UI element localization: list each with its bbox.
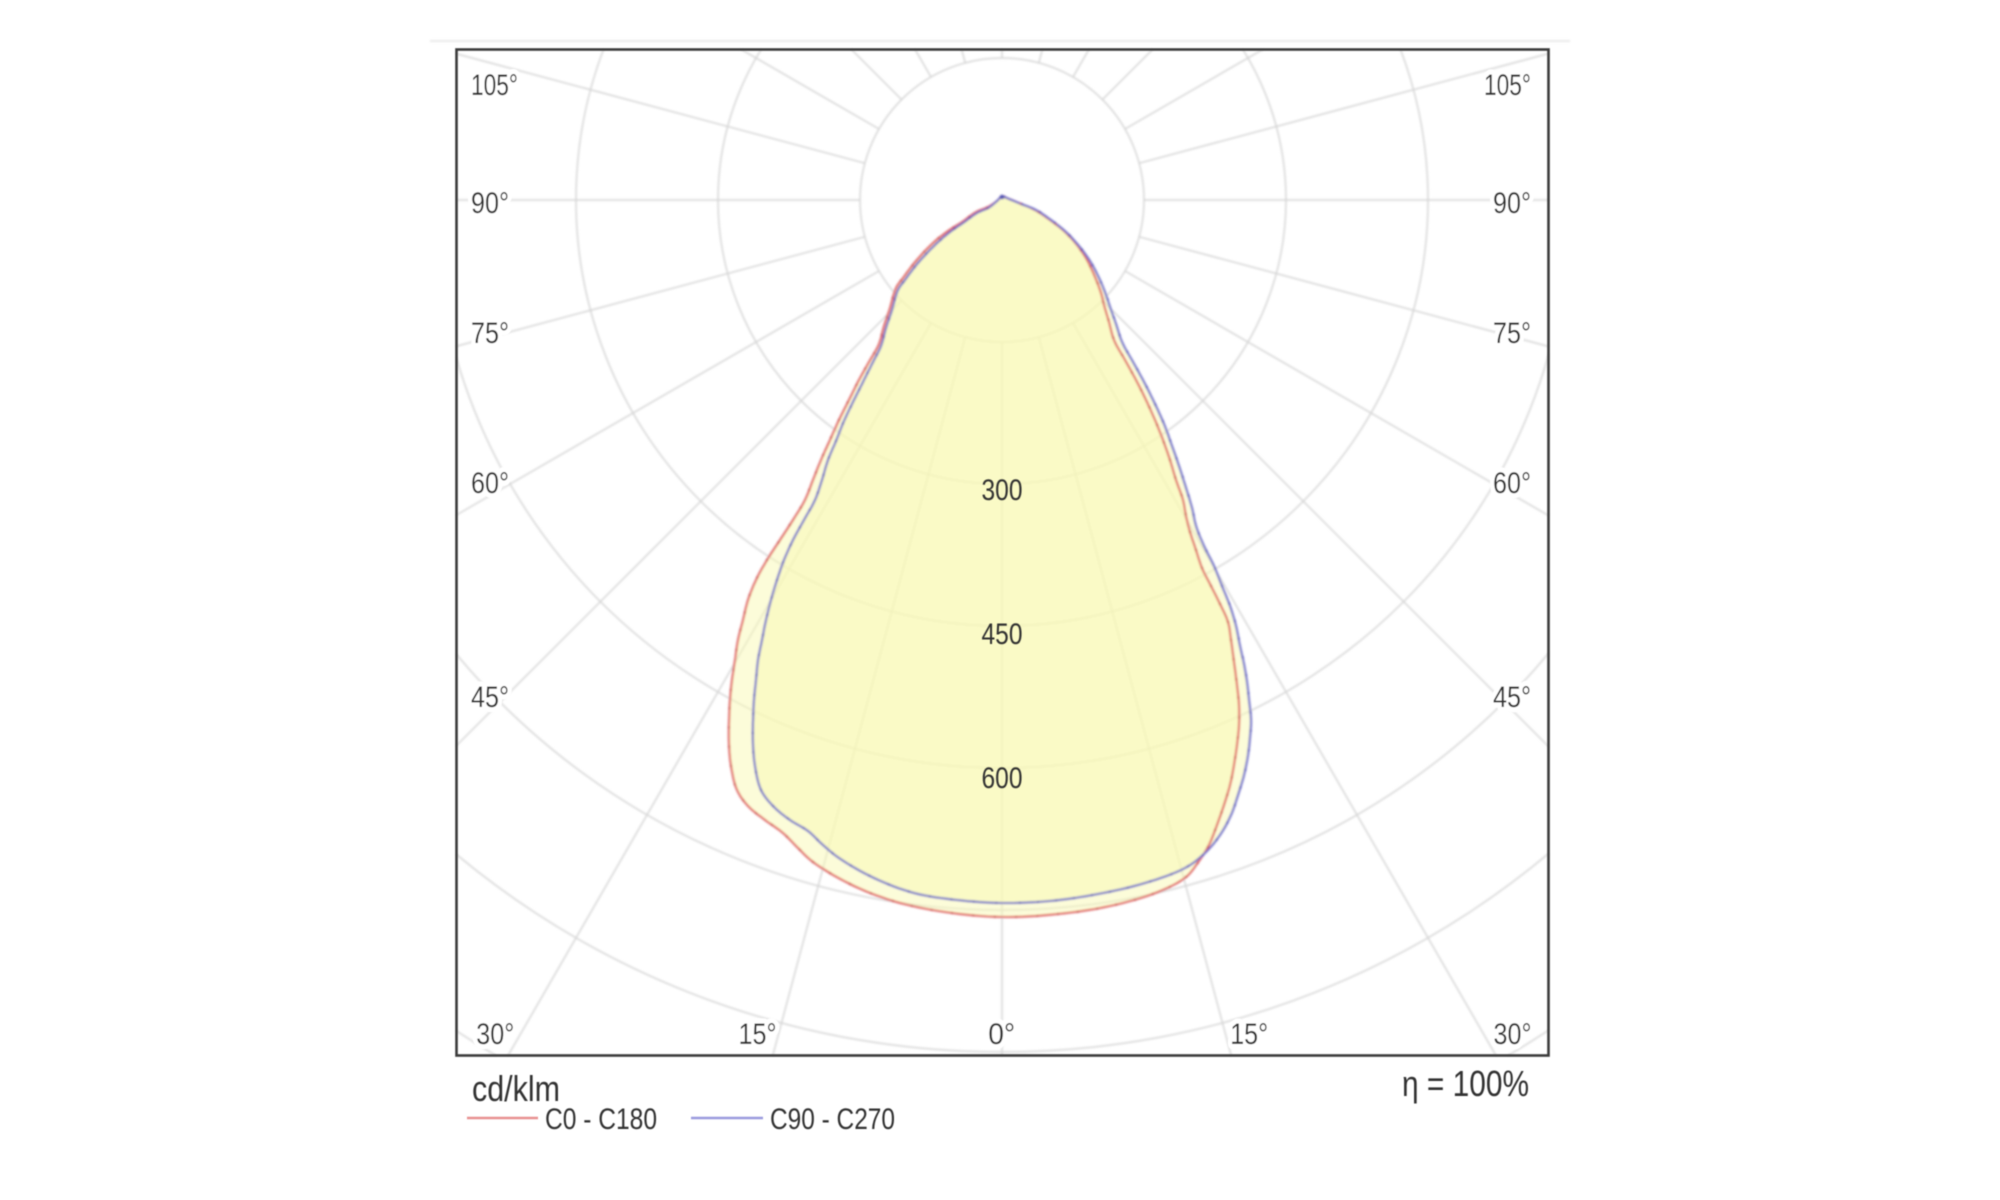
svg-text:60°: 60° (471, 467, 509, 500)
svg-text:105°: 105° (471, 69, 518, 102)
svg-text:90°: 90° (1493, 187, 1531, 220)
svg-text:15°: 15° (739, 1018, 777, 1051)
svg-text:45°: 45° (471, 681, 509, 714)
svg-text:0°: 0° (988, 1018, 1015, 1051)
svg-text:600: 600 (982, 762, 1023, 795)
svg-text:η = 100%: η = 100% (1402, 1063, 1529, 1104)
svg-text:30°: 30° (476, 1018, 514, 1051)
svg-text:C90 - C270: C90 - C270 (770, 1103, 895, 1136)
svg-text:15°: 15° (739, 1018, 777, 1051)
svg-text:60°: 60° (1493, 467, 1531, 500)
svg-text:C0 - C180: C0 - C180 (545, 1103, 657, 1136)
svg-text:90°: 90° (471, 187, 509, 220)
svg-text:45°: 45° (1493, 681, 1531, 714)
svg-text:90°: 90° (1493, 187, 1531, 220)
svg-text:75°: 75° (1493, 317, 1531, 350)
svg-text:60°: 60° (471, 467, 509, 500)
svg-text:cd/klm: cd/klm (472, 1068, 560, 1109)
svg-text:300: 300 (982, 474, 1023, 507)
svg-text:45°: 45° (471, 681, 509, 714)
svg-text:75°: 75° (471, 317, 509, 350)
svg-text:105°: 105° (1484, 69, 1531, 102)
svg-text:30°: 30° (1494, 1018, 1532, 1051)
svg-text:90°: 90° (471, 187, 509, 220)
svg-text:450: 450 (982, 618, 1023, 651)
svg-text:0°: 0° (988, 1018, 1015, 1051)
svg-text:105°: 105° (1484, 69, 1531, 102)
svg-text:15°: 15° (1230, 1018, 1268, 1051)
svg-text:45°: 45° (1493, 681, 1531, 714)
svg-text:30°: 30° (1494, 1018, 1532, 1051)
svg-text:60°: 60° (1493, 467, 1531, 500)
svg-text:75°: 75° (471, 317, 509, 350)
svg-text:75°: 75° (1493, 317, 1531, 350)
svg-text:30°: 30° (476, 1018, 514, 1051)
svg-text:105°: 105° (471, 69, 518, 102)
svg-text:15°: 15° (1230, 1018, 1268, 1051)
